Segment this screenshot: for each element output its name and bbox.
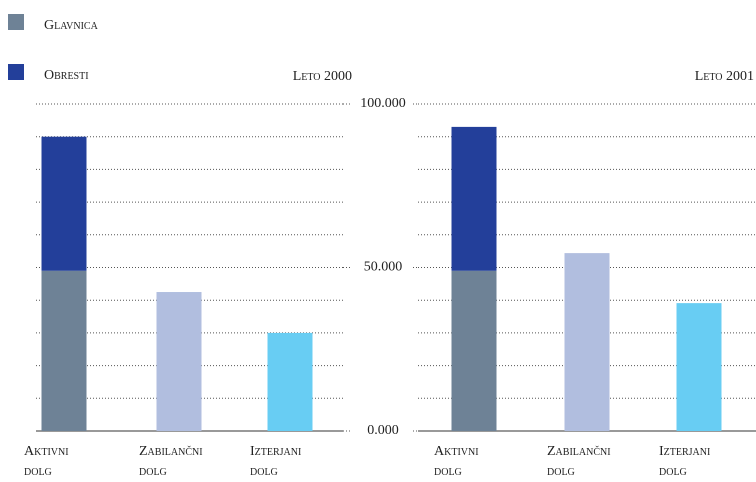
x-tick-label: Aktivni dolg xyxy=(434,444,479,479)
bar xyxy=(564,253,610,431)
bar-segment xyxy=(41,270,87,431)
x-tick-label: Izterjani dolg xyxy=(250,444,302,479)
legend-swatch xyxy=(8,64,24,80)
legend-label: Glavnica xyxy=(44,18,99,33)
bar-segment xyxy=(451,270,497,431)
y-tick-label: 100.000 xyxy=(360,96,406,111)
y-tick-label: 0.000 xyxy=(367,423,399,438)
bar xyxy=(267,332,313,431)
bar-segment xyxy=(41,136,87,271)
legend-label: Obresti xyxy=(44,68,89,83)
x-tick-label: Zabilančni dolg xyxy=(547,444,611,479)
x-tick-label: Zabilančni dolg xyxy=(139,444,203,479)
y-tick-label: 50.000 xyxy=(364,260,403,275)
chart-title: Leto 2001 xyxy=(695,69,754,84)
bar xyxy=(156,292,202,431)
x-tick-label: Aktivni dolg xyxy=(24,444,69,479)
x-tick-label: Izterjani dolg xyxy=(659,444,711,479)
legend-swatch xyxy=(8,14,24,30)
chart-title: Leto 2000 xyxy=(293,69,352,84)
bar-segment xyxy=(451,126,497,271)
bar xyxy=(676,303,722,431)
